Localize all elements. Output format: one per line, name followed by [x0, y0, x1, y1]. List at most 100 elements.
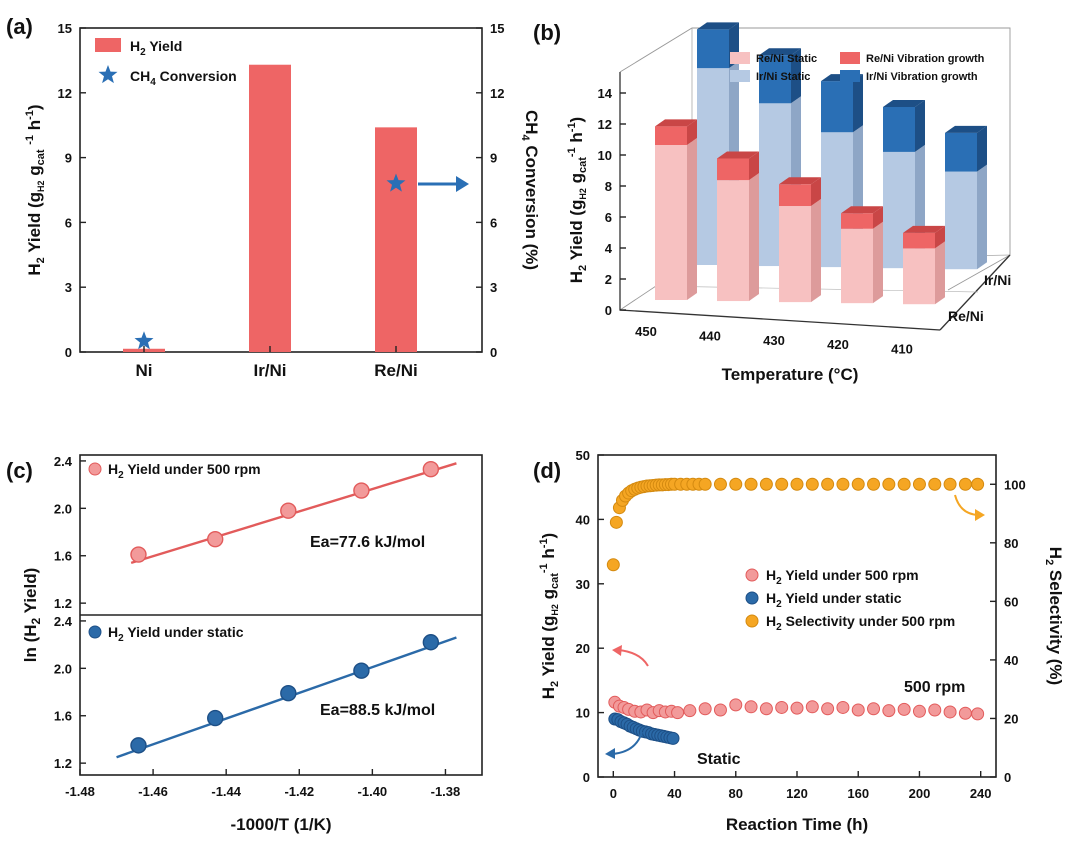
- bar-ir-ni-top: [759, 48, 801, 56]
- bar-re-ni-side: [687, 138, 697, 300]
- tick-label-x: -1.48: [65, 784, 95, 799]
- tick-label-y: 1.6: [54, 549, 72, 564]
- panel-d-curved-arrows: [605, 494, 985, 759]
- tick-label-right: 40: [1004, 653, 1018, 668]
- tick-label-x: 80: [729, 786, 743, 801]
- panel-c-legend-bottom: H2 Yield under static: [88, 624, 244, 644]
- data-point: [130, 737, 147, 754]
- tick-label-left: 0: [583, 770, 590, 785]
- bar-ir-ni-growth-side: [791, 48, 801, 104]
- data-point-yield-500rpm: [851, 703, 865, 717]
- data-point: [353, 662, 370, 679]
- tick-label-x: -1.42: [284, 784, 314, 799]
- bar-re-ni-side: [811, 199, 821, 303]
- panel-a-conversion-markers: [134, 173, 406, 350]
- data-point-selectivity: [775, 477, 789, 491]
- bar-ir-ni-growth-side: [853, 74, 863, 133]
- legend-marker-d-selectivity: [745, 614, 759, 628]
- bar-ir-ni-growth-front: [945, 132, 977, 172]
- panel-a-label: (a): [6, 14, 33, 39]
- bar-ir-ni-side: [977, 164, 987, 270]
- data-point-yield-500rpm: [713, 703, 727, 717]
- bar-re-ni-growth-side: [873, 206, 883, 229]
- data-point-yield-500rpm: [897, 702, 911, 716]
- legend-label-d-static: H2 Yield under static: [766, 590, 902, 610]
- tick-label-right: 6: [490, 215, 497, 230]
- data-point-yield-500rpm: [744, 700, 758, 714]
- panel-c-label: (c): [6, 458, 33, 483]
- legend-label-ir-ni-static: Ir/Ni Static: [756, 71, 810, 83]
- bar-re-ni-front: [717, 180, 749, 302]
- arrow-right-icon: [456, 176, 469, 192]
- data-point-yield-500rpm: [790, 701, 804, 715]
- data-point: [130, 546, 147, 563]
- data-point-selectivity: [928, 477, 942, 491]
- tick-label-right: 0: [490, 345, 497, 360]
- data-point-yield-500rpm: [805, 700, 819, 714]
- panel-c-annotation-static: Ea=88.5 kJ/mol: [320, 702, 435, 719]
- data-point-selectivity: [744, 477, 758, 491]
- panel-d-axes: 0 10 20 30 40 50 0 20 40 60 80 100 0 40 80 120 160 200 240: [576, 448, 1026, 801]
- panel-b-z-axis: 0 2 4 6 8 10 12 14: [598, 86, 626, 318]
- data-point-yield-500rpm: [882, 704, 896, 718]
- tick-label-left: 0: [65, 345, 72, 360]
- bar-re-ni-top: [655, 119, 697, 127]
- bar-ir-ni-top: [697, 22, 739, 30]
- bar-re-ni-growth-front: [779, 184, 811, 207]
- tick-label-x: 200: [909, 786, 931, 801]
- legend-label-h2-yield: H2 Yield: [130, 38, 182, 58]
- data-point-selectivity: [836, 477, 850, 491]
- tick-label-left: 40: [576, 512, 590, 527]
- data-point-selectivity: [851, 477, 865, 491]
- bar-h2-yield: [249, 64, 291, 352]
- tick-label-right: 12: [490, 86, 504, 101]
- bar-re-ni-side: [873, 221, 883, 304]
- data-point-selectivity: [867, 477, 881, 491]
- panel-b-legend: Re/Ni Static Re/Ni Vibration growth Ir/N…: [730, 52, 985, 83]
- data-point-selectivity: [897, 477, 911, 491]
- panel-a-left-axis: 0 3 6 9 12 15: [58, 21, 86, 360]
- data-point-selectivity: [882, 477, 896, 491]
- legend-star-icon: [98, 65, 118, 84]
- tick-label-left: 6: [65, 215, 72, 230]
- data-point-yield-500rpm: [671, 706, 685, 720]
- bar-ir-ni-front: [945, 171, 977, 270]
- data-point-selectivity: [790, 477, 804, 491]
- panel-a-right-arrow: [418, 176, 469, 192]
- data-point-selectivity: [609, 515, 623, 529]
- panel-d-legend: H2 Yield under 500 rpm H2 Yield under st…: [745, 567, 955, 633]
- data-point-yield-500rpm: [729, 698, 743, 712]
- panel-a-category-labels: Ni Ir/Ni Re/Ni: [136, 346, 418, 380]
- bar-re-ni-growth-front: [717, 158, 749, 181]
- data-star-ch4-conversion: [386, 173, 406, 192]
- panel-b-label: (b): [533, 20, 561, 45]
- tick-label-z: 12: [598, 117, 612, 132]
- bar-re-ni-top: [717, 151, 759, 159]
- bar-re-ni-side: [935, 241, 945, 305]
- data-point: [207, 709, 224, 727]
- temperature-label: 430: [763, 333, 785, 348]
- tick-label-z: 0: [605, 303, 612, 318]
- tick-label-left: 15: [58, 21, 72, 36]
- data-point-yield-500rpm: [928, 703, 942, 717]
- bar-re-ni-front: [903, 248, 935, 305]
- data-point-yield-500rpm: [683, 704, 697, 718]
- tick-label-y: 1.2: [54, 756, 72, 771]
- bar-re-ni-top: [903, 225, 945, 233]
- bar-ir-ni-growth-front: [759, 55, 791, 104]
- bar-ir-ni-growth-front: [821, 81, 853, 133]
- category-label: Ir/Ni: [253, 361, 286, 380]
- bar-ir-ni-growth-side: [977, 125, 987, 172]
- tick-label-y: 1.2: [54, 596, 72, 611]
- panel-c-annotation-500rpm: Ea=77.6 kJ/mol: [310, 534, 425, 551]
- panel-d-series: [606, 477, 985, 745]
- legend-label-re-ni-static: Re/Ni Static: [756, 53, 817, 65]
- data-point-selectivity: [698, 477, 712, 491]
- tick-label-x: 160: [847, 786, 869, 801]
- data-point-yield-static: [666, 731, 680, 745]
- data-point-selectivity: [759, 477, 773, 491]
- temperature-label: 440: [699, 328, 721, 343]
- panel-c-legend-top: H2 Yield under 500 rpm: [88, 461, 261, 481]
- data-point: [280, 685, 297, 702]
- tick-label-right: 100: [1004, 477, 1026, 492]
